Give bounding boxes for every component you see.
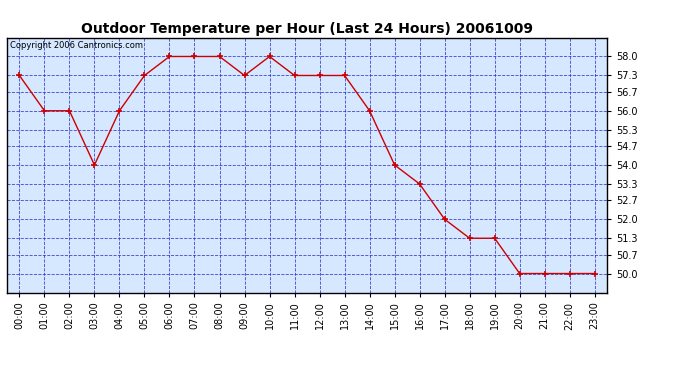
Text: Copyright 2006 Cantronics.com: Copyright 2006 Cantronics.com bbox=[10, 41, 143, 50]
Title: Outdoor Temperature per Hour (Last 24 Hours) 20061009: Outdoor Temperature per Hour (Last 24 Ho… bbox=[81, 22, 533, 36]
